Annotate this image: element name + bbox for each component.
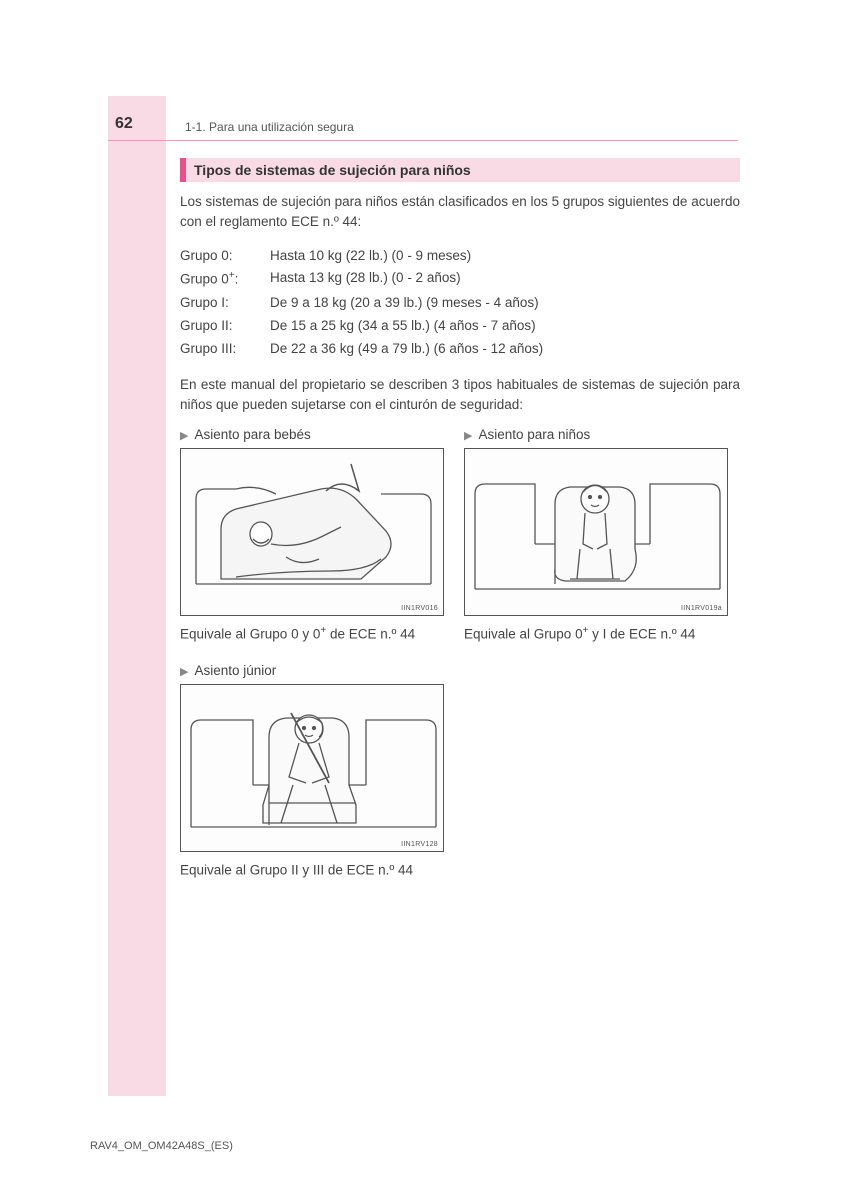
group-list: Grupo 0: Hasta 10 kg (22 lb.) (0 - 9 mes… xyxy=(180,245,740,361)
main-content: Tipos de sistemas de sujeción para niños… xyxy=(180,158,740,880)
seat-item-baby: ▶Asiento para bebés xyxy=(180,427,444,644)
group-label: Grupo 0+: xyxy=(180,267,270,291)
seat-title: ▶Asiento para niños xyxy=(464,427,728,442)
section-heading: Tipos de sistemas de sujeción para niños xyxy=(180,158,740,182)
group-value: De 9 a 18 kg (20 a 39 lb.) (9 meses - 4 … xyxy=(270,292,740,315)
intro-paragraph-2: En este manual del propietario se descri… xyxy=(180,375,740,416)
group-row: Grupo 0: Hasta 10 kg (22 lb.) (0 - 9 mes… xyxy=(180,245,740,268)
intro-paragraph: Los sistemas de sujeción para niños está… xyxy=(180,192,740,233)
group-value: Hasta 13 kg (28 lb.) (0 - 2 años) xyxy=(270,267,740,291)
bullet-arrow-icon: ▶ xyxy=(464,430,472,442)
group-row: Grupo II: De 15 a 25 kg (34 a 55 lb.) (4… xyxy=(180,315,740,338)
group-label: Grupo II: xyxy=(180,315,270,338)
group-value: De 15 a 25 kg (34 a 55 lb.) (4 años - 7 … xyxy=(270,315,740,338)
seat-item-junior: ▶Asiento júnior xyxy=(180,663,444,880)
illustration-code: IIN1RV016 xyxy=(401,605,438,612)
seat-grid: ▶Asiento para bebés xyxy=(180,427,740,880)
document-footer-code: RAV4_OM_OM42A48S_(ES) xyxy=(90,1140,233,1152)
seat-title: ▶Asiento júnior xyxy=(180,663,444,678)
seat-caption: Equivale al Grupo II y III de ECE n.º 44 xyxy=(180,860,444,880)
group-value: De 22 a 36 kg (49 a 79 lb.) (6 años - 12… xyxy=(270,338,740,361)
running-header: 1-1. Para una utilización segura xyxy=(185,120,354,134)
group-row: Grupo I: De 9 a 18 kg (20 a 39 lb.) (9 m… xyxy=(180,292,740,315)
illustration-code: IIN1RV128 xyxy=(401,841,438,848)
group-label: Grupo 0: xyxy=(180,245,270,268)
bullet-arrow-icon: ▶ xyxy=(180,430,188,442)
group-row: Grupo III: De 22 a 36 kg (49 a 79 lb.) (… xyxy=(180,338,740,361)
seat-caption: Equivale al Grupo 0+ y I de ECE n.º 44 xyxy=(464,624,728,644)
seat-item-child: ▶Asiento para niños xyxy=(464,427,728,644)
group-label: Grupo I: xyxy=(180,292,270,315)
illustration-code: IIN1RV019a xyxy=(681,605,722,612)
page-number: 62 xyxy=(115,115,133,133)
chapter-color-tab xyxy=(108,96,166,1096)
seat-title: ▶Asiento para bebés xyxy=(180,427,444,442)
bullet-arrow-icon: ▶ xyxy=(180,666,188,678)
group-row: Grupo 0+: Hasta 13 kg (28 lb.) (0 - 2 añ… xyxy=(180,267,740,291)
seat-illustration-junior: IIN1RV128 xyxy=(180,684,444,852)
seat-caption: Equivale al Grupo 0 y 0+ de ECE n.º 44 xyxy=(180,624,444,644)
seat-illustration-child: IIN1RV019a xyxy=(464,448,728,616)
group-value: Hasta 10 kg (22 lb.) (0 - 9 meses) xyxy=(270,245,740,268)
group-label: Grupo III: xyxy=(180,338,270,361)
seat-illustration-baby: IIN1RV016 xyxy=(180,448,444,616)
header-divider xyxy=(108,140,738,141)
